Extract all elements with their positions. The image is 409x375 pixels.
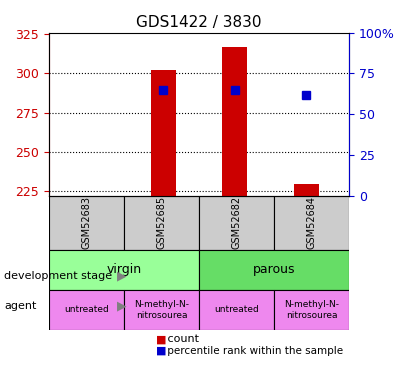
Text: percentile rank within the sample: percentile rank within the sample [164,346,342,355]
FancyBboxPatch shape [124,290,198,330]
Bar [150,70,175,196]
Title: GDS1422 / 3830: GDS1422 / 3830 [136,15,261,30]
Bar [293,184,318,196]
Text: GSM52685: GSM52685 [156,196,166,249]
Text: count: count [164,334,198,344]
Text: N-methyl-N-
nitrosourea: N-methyl-N- nitrosourea [283,300,339,320]
FancyBboxPatch shape [274,290,348,330]
Text: agent: agent [4,301,36,310]
Text: parous: parous [252,263,295,276]
FancyBboxPatch shape [274,196,348,250]
Text: virgin: virgin [106,263,141,276]
Text: GSM52684: GSM52684 [306,196,316,249]
Text: ▶: ▶ [117,269,126,282]
FancyBboxPatch shape [49,196,124,250]
Text: ▶: ▶ [117,299,126,312]
FancyBboxPatch shape [198,250,348,290]
Text: ■: ■ [155,334,166,344]
FancyBboxPatch shape [49,290,124,330]
FancyBboxPatch shape [198,196,274,250]
FancyBboxPatch shape [124,196,198,250]
FancyBboxPatch shape [198,290,274,330]
Bar [222,47,247,196]
Text: development stage: development stage [4,271,112,280]
Text: untreated: untreated [214,305,258,314]
FancyBboxPatch shape [49,250,198,290]
Text: N-methyl-N-
nitrosourea: N-methyl-N- nitrosourea [134,300,189,320]
Text: ■: ■ [155,346,166,355]
Text: GSM52682: GSM52682 [231,196,241,249]
Text: untreated: untreated [64,305,108,314]
Text: GSM52683: GSM52683 [81,196,91,249]
